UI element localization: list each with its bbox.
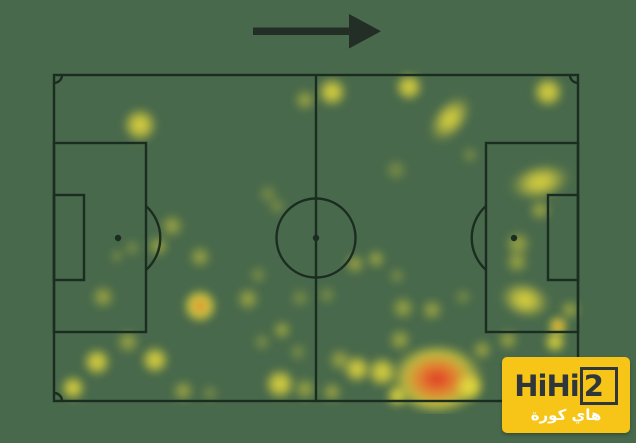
left-penalty-arc: [145, 205, 162, 271]
left-penalty-box: [52, 141, 148, 334]
brand-tagline: هاي كورة: [530, 406, 602, 424]
attack-direction-arrow: [253, 14, 381, 49]
right-penalty-spot: [510, 234, 518, 242]
right-penalty-box: [484, 141, 580, 334]
brand-boxed-number: 2: [579, 367, 618, 405]
left-goal-area: [52, 193, 86, 282]
corner-arc-top-right: [568, 74, 579, 85]
watermark-badge: HiHi 2 هاي كورة: [502, 357, 630, 433]
brand-logo: HiHi 2: [514, 367, 618, 405]
center-circle: [275, 197, 357, 279]
left-penalty-spot: [114, 234, 122, 242]
arrow-head: [349, 14, 381, 49]
center-spot: [312, 234, 320, 242]
brand-number: 2: [583, 368, 604, 403]
right-penalty-arc: [470, 205, 487, 271]
arrow-shaft: [253, 27, 351, 35]
right-goal-area: [546, 193, 580, 282]
corner-arc-top-left: [53, 74, 64, 85]
brand-text: HiHi: [514, 368, 579, 403]
